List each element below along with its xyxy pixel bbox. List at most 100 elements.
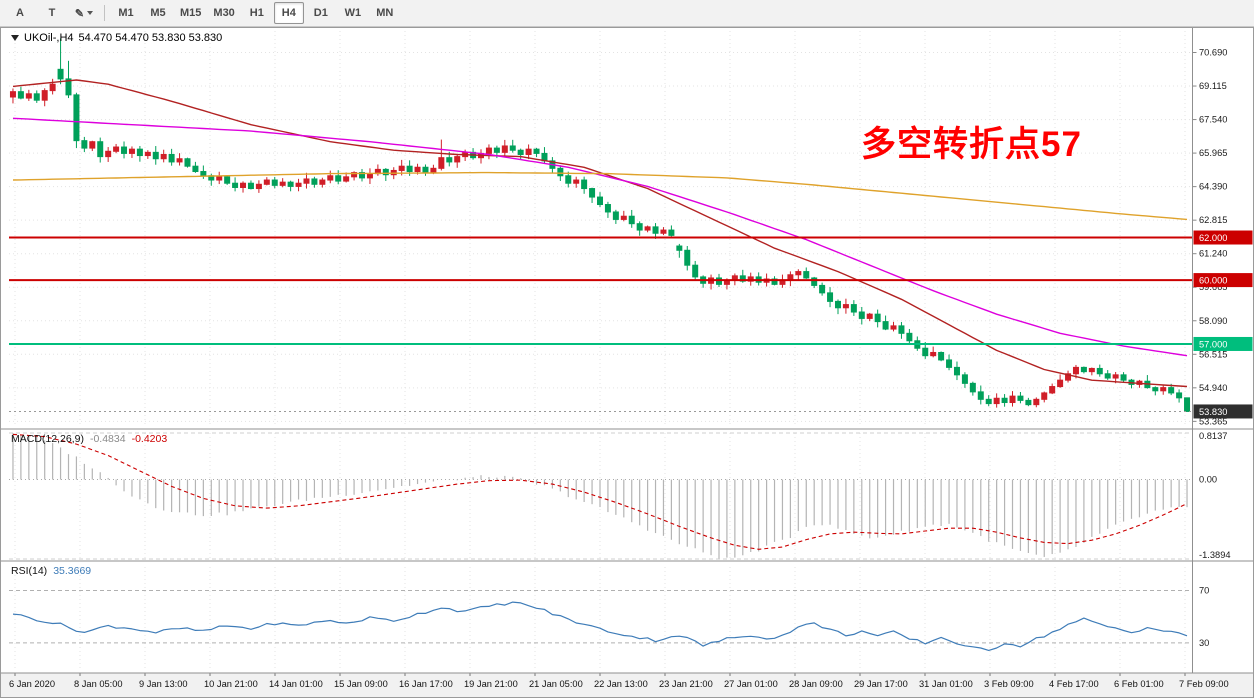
price-tick-label: 59.665 (1199, 282, 1227, 292)
candle-body (97, 141, 104, 158)
time-axis-label: 8 Jan 05:00 (74, 679, 123, 689)
candle-body (1057, 379, 1064, 388)
time-axis-label: 7 Feb 09:00 (1179, 679, 1229, 689)
candle-body (612, 211, 619, 220)
candle-body (890, 325, 897, 330)
candle-body (438, 157, 445, 169)
chart-canvas[interactable]: 6 Jan 2020 8 Jan 05:00 9 Jan 13:00 10 Jan 2… (1, 28, 1254, 698)
candle-body (573, 179, 580, 184)
candle-body (589, 188, 596, 198)
candle-body (969, 382, 976, 393)
price-tick-label: 58.090 (1199, 316, 1227, 326)
candle-body (351, 172, 358, 178)
candle-body (509, 145, 516, 151)
candle-body (811, 277, 818, 286)
candle-body (977, 391, 984, 400)
candle-body (366, 173, 373, 179)
candle-body (644, 226, 651, 231)
candle-body (827, 292, 834, 302)
candle-body (1017, 395, 1024, 401)
candle-body (406, 165, 413, 173)
price-line-badge (1193, 336, 1253, 351)
candle-body (692, 264, 699, 278)
chart-annotation[interactable]: 多空转折点57 (861, 125, 1082, 164)
candle-body (121, 146, 128, 154)
candlestick-layer (9, 38, 1191, 412)
ma-fast-line[interactable] (12, 79, 1188, 388)
timeframe-button-H1[interactable]: H1 (249, 7, 264, 19)
rsi-value: 35.3669 (53, 565, 92, 577)
time-axis-label: 19 Jan 21:00 (464, 679, 518, 689)
ma-mid-line[interactable] (12, 117, 1188, 357)
candle-body (232, 182, 239, 188)
candle-body (684, 249, 691, 266)
candle-body (485, 147, 492, 154)
candle-body (200, 171, 207, 177)
price-tick-label: 62.815 (1199, 215, 1227, 225)
timeframe-button-M1[interactable]: M1 (118, 7, 134, 19)
chart-expander-icon[interactable] (11, 35, 19, 41)
candle-body (866, 313, 873, 319)
price-tick-label: 67.540 (1199, 115, 1227, 125)
candle-body (263, 179, 270, 185)
time-axis-label: 23 Jan 21:00 (659, 679, 713, 689)
time-axis-label: 29 Jan 17:00 (854, 679, 908, 689)
candle-body (303, 178, 310, 184)
price-line-badge (1193, 230, 1253, 245)
candle-body (287, 181, 294, 187)
draw-tool-button[interactable]: ✎ (69, 2, 99, 24)
time-axis-strip[interactable] (1, 673, 1254, 698)
pencil-icon: ✎ (74, 7, 85, 20)
timeframe-button-H4[interactable]: H4 (273, 2, 304, 24)
timeframe-button-M30[interactable]: M30 (213, 7, 235, 19)
candle-body (89, 141, 96, 149)
candle-body (747, 276, 754, 282)
candle-body (311, 178, 318, 185)
macd-scale-label: 0.00 (1199, 475, 1217, 485)
price-tick-label: 54.940 (1199, 383, 1227, 393)
candle-body (240, 182, 247, 188)
candle-body (597, 196, 603, 206)
rsi-label: RSI(14) (11, 565, 48, 577)
timeframe-button-D1[interactable]: D1 (313, 7, 328, 19)
candle-body (946, 359, 953, 368)
candle-body (1009, 395, 1016, 404)
ma-slow-line[interactable] (12, 171, 1188, 221)
candle-body (422, 166, 429, 174)
grid-layer: 6 Jan 2020 8 Jan 05:00 9 Jan 13:00 10 Jan 2… (9, 31, 1229, 689)
price-line-badge-label: 60.000 (1199, 276, 1227, 286)
price-tick-label: 56.515 (1199, 349, 1227, 359)
price-tick-label: 70.690 (1199, 48, 1227, 58)
time-axis-label: 10 Jan 21:00 (204, 679, 258, 689)
timeframe-button-M15[interactable]: M15 (180, 7, 202, 19)
timeframe-button-MN[interactable]: MN (376, 7, 394, 19)
candle-body (136, 148, 143, 157)
timeframe-button-W1[interactable]: W1 (344, 7, 362, 19)
candle-body (192, 165, 199, 173)
candle-body (1184, 397, 1191, 412)
timeframe-group: M1 M5 M15 M30 H1 H4 D1 W1 MN (111, 2, 402, 24)
pointer-tool-button[interactable]: A (16, 7, 24, 19)
candle-body (1168, 387, 1175, 394)
candle-body (930, 351, 937, 357)
candle-body (628, 215, 635, 225)
candle-body (113, 146, 120, 152)
candle-body (517, 149, 524, 155)
candle-body (9, 91, 16, 98)
candle-body (184, 158, 191, 167)
candle-body (636, 223, 643, 231)
time-axis-label: 3 Feb 09:00 (984, 679, 1034, 689)
candle-body (446, 157, 453, 163)
timeframe-button-M5[interactable]: M5 (150, 7, 166, 19)
macd-signal-value: -0.4203 (131, 433, 168, 445)
chart-title: UKOil-,H4 54.470 54.470 53.830 53.830 (11, 32, 222, 44)
candle-body (652, 226, 659, 234)
dropdown-arrow-icon (87, 11, 94, 15)
text-tool-button[interactable]: T (48, 7, 56, 19)
candle-body (906, 332, 913, 342)
candle-body (144, 151, 151, 157)
candle-body (49, 83, 56, 92)
candle-body (1041, 392, 1048, 400)
candle-body (65, 78, 72, 96)
candle-body (898, 325, 905, 334)
